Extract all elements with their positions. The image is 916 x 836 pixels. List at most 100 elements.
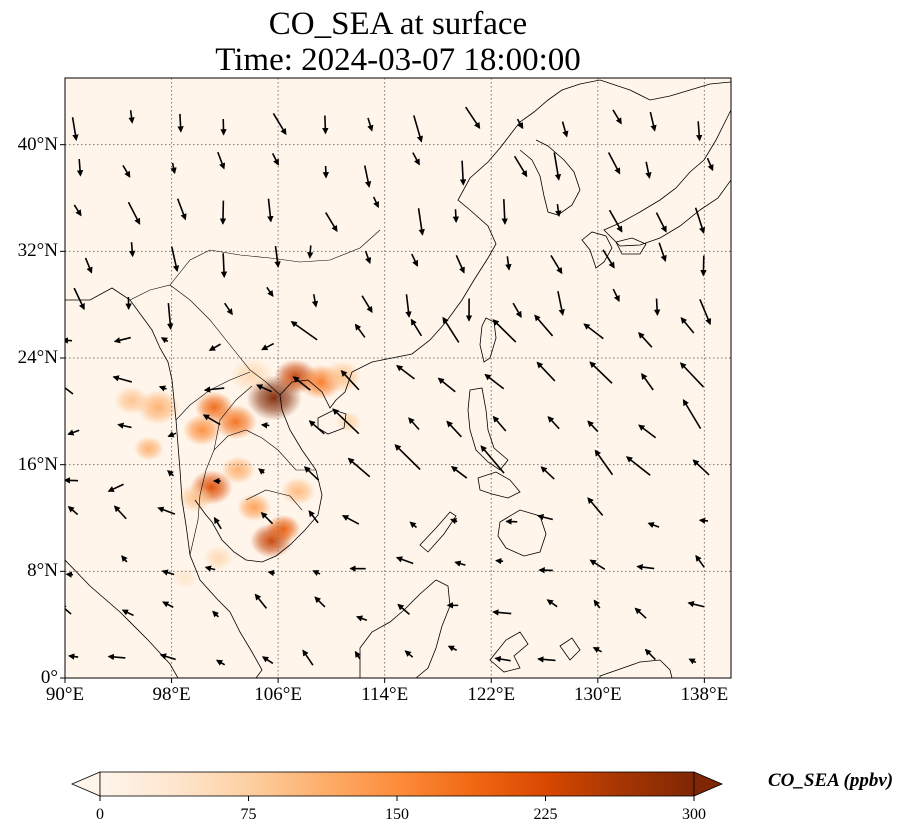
co-hotspot	[221, 456, 256, 484]
wind-vector	[655, 212, 667, 233]
palawan	[419, 511, 457, 553]
wind-vector	[177, 113, 184, 133]
wind-vector	[176, 198, 187, 221]
map-frame	[64, 77, 732, 679]
wind-vector	[410, 318, 423, 337]
wind-vector	[290, 320, 318, 341]
wind-vector	[492, 609, 512, 616]
co-hotspot	[172, 567, 198, 589]
wind-vector	[645, 161, 652, 179]
wind-vector	[112, 375, 133, 383]
wind-vector	[157, 506, 176, 515]
wind-vector	[682, 399, 702, 430]
colorbar-max-extension	[693, 771, 724, 797]
wind-vector	[355, 615, 368, 622]
wind-vector	[121, 609, 134, 617]
wind-vectors	[65, 106, 714, 666]
wind-vector	[354, 650, 361, 660]
wind-vector	[405, 294, 412, 318]
wind-vector	[267, 198, 274, 223]
wind-vector	[71, 117, 79, 141]
axis-ticks	[60, 144, 705, 683]
wind-vector	[170, 246, 180, 273]
wind-vector	[465, 106, 481, 129]
wind-vector	[312, 570, 321, 576]
wind-vector	[417, 208, 425, 236]
wind-vector	[215, 659, 226, 666]
mainland-coastline	[65, 287, 263, 678]
wind-vector	[307, 245, 314, 259]
wind-vector	[644, 648, 656, 661]
wind-vector	[696, 121, 703, 142]
wind-vector	[258, 468, 266, 475]
wind-vector	[303, 466, 320, 481]
wind-vector	[694, 207, 706, 234]
wind-vector	[167, 469, 175, 477]
wind-vector	[699, 299, 712, 326]
wind-vector	[65, 571, 74, 578]
wind-vector	[546, 599, 558, 608]
wind-vector	[447, 645, 458, 652]
wind-vector	[512, 302, 522, 318]
wind-vector	[271, 152, 279, 166]
wind-vector	[167, 431, 177, 438]
wind-vector	[107, 653, 126, 661]
wind-vector	[161, 569, 175, 576]
wind-vector	[607, 152, 621, 175]
lon-tick-label: 114°E	[361, 684, 409, 705]
wind-vector	[592, 646, 602, 653]
wind-vector	[459, 160, 467, 186]
lat-tick-label: 8°N	[27, 560, 58, 582]
wind-vector	[203, 386, 225, 393]
wind-vector	[113, 336, 131, 344]
wind-vector	[65, 604, 72, 615]
borneo	[359, 579, 451, 678]
colorbar-tick-label: 150	[385, 806, 409, 823]
wind-vector	[608, 209, 623, 233]
wind-vector	[260, 422, 270, 429]
wind-vector	[254, 593, 268, 609]
map-title: CO_SEA at surface	[268, 6, 528, 42]
wind-vector	[484, 373, 505, 390]
co-hotspot	[114, 386, 149, 415]
wind-vector	[455, 254, 465, 274]
co-hotspot	[230, 358, 273, 393]
wind-vector	[311, 294, 319, 308]
wind-vector	[354, 323, 366, 338]
wind-vector	[212, 610, 219, 618]
wind-vector	[122, 164, 131, 178]
wind-vector	[127, 201, 141, 225]
wind-vector	[395, 556, 414, 565]
wind-vector	[267, 569, 275, 577]
wind-vector	[121, 555, 128, 563]
wind-vector	[612, 288, 620, 303]
colorbar-gradient	[99, 771, 695, 797]
wind-vector	[129, 242, 136, 258]
wind-vector	[170, 162, 177, 175]
wind-vector	[397, 603, 410, 615]
wind-vector	[202, 414, 221, 426]
wind-vector	[107, 483, 124, 492]
wind-vector	[587, 497, 604, 516]
wind-vector	[501, 199, 508, 225]
wind-vector	[292, 376, 311, 391]
lon-tick-label: 106°E	[254, 684, 302, 705]
wind-vector	[217, 151, 226, 170]
wind-vector	[679, 362, 705, 388]
wind-vector	[561, 121, 569, 138]
wind-vector	[160, 337, 169, 344]
co-hotspot	[266, 514, 301, 543]
wind-vector	[589, 559, 606, 570]
lon-tick-label: 130°E	[573, 684, 622, 705]
wind-vector	[73, 287, 85, 311]
wind-vector	[76, 159, 84, 177]
wind-vector	[261, 342, 275, 351]
wind-vector	[308, 420, 325, 435]
wind-vector	[602, 249, 615, 269]
korea-peninsula	[519, 139, 581, 216]
wind-vector	[636, 563, 655, 571]
wind-vector	[84, 257, 93, 274]
wind-vector	[638, 424, 657, 439]
co-hotspot	[281, 477, 316, 506]
